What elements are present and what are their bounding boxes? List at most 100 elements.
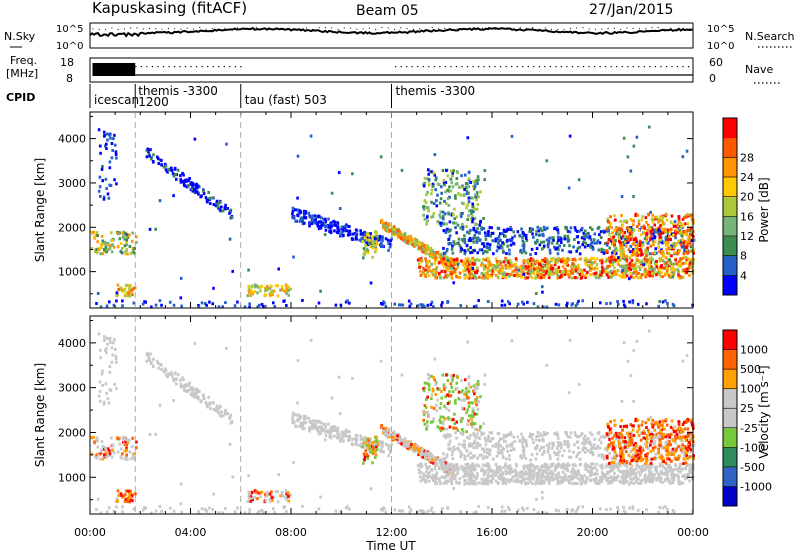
power-cell [619, 219, 622, 223]
power-cell [665, 218, 669, 222]
velocity-cell [475, 403, 478, 407]
power-cell [661, 231, 664, 235]
velocity-cell [419, 479, 423, 483]
power-cell [477, 258, 481, 262]
power-cell [126, 252, 129, 256]
power-cell [520, 251, 524, 255]
power-cell [455, 231, 458, 235]
velocity-cell [447, 408, 451, 412]
velocity-cell [597, 481, 601, 485]
velocity-cell [638, 466, 641, 470]
power-cell [649, 260, 652, 264]
velocity-cell [643, 478, 647, 482]
velocity-cell [461, 428, 464, 432]
power-cell [472, 262, 476, 266]
velocity-cell [528, 474, 532, 478]
power-cell [567, 186, 571, 190]
power-cell [624, 272, 627, 276]
power-cell [609, 226, 612, 230]
velocity-cell [584, 466, 588, 470]
power-cell [292, 255, 295, 259]
velocity-cell [249, 499, 252, 503]
power-cell [97, 128, 101, 132]
velocity-cell [470, 417, 473, 421]
velocity-cell [102, 453, 106, 457]
velocity-cell [371, 450, 374, 454]
power-cell [496, 236, 500, 240]
power-cell [609, 236, 613, 240]
velocity-cell [454, 426, 458, 430]
power-cell [531, 232, 534, 236]
velocity-cell [323, 430, 327, 434]
velocity-cell [135, 440, 138, 444]
power-cell [600, 271, 604, 275]
power-cell [333, 220, 337, 224]
power-cell [436, 220, 440, 224]
velocity-cell [110, 360, 114, 364]
velocity-cell [380, 424, 384, 428]
velocity-cell [97, 394, 101, 398]
power-cell [584, 256, 588, 260]
noise-search-point [123, 28, 125, 30]
velocity-cell [537, 476, 540, 480]
power-cell [630, 234, 634, 238]
power-cell [526, 300, 529, 304]
power-cell [301, 298, 304, 302]
power-cell [423, 274, 427, 278]
power-cell [570, 276, 574, 280]
velocity-cell [114, 357, 118, 361]
velocity-cell [366, 456, 370, 460]
power-cell [661, 220, 665, 224]
power-cell [439, 276, 442, 280]
power-cell [467, 200, 471, 204]
velocity-cell [272, 495, 276, 499]
velocity-cell [102, 334, 106, 338]
power-cell [427, 179, 431, 183]
power-cell [471, 205, 475, 209]
velocity-cell [475, 395, 479, 399]
power-cell [149, 305, 153, 309]
power-cell [437, 261, 441, 265]
power-cell [620, 275, 623, 279]
power-cell [221, 305, 224, 309]
velocity-cell [505, 478, 509, 482]
velocity-cell [157, 366, 161, 370]
power-cell [457, 237, 461, 241]
power-cell [319, 220, 323, 224]
power-cell [408, 240, 411, 244]
power-cell [443, 262, 446, 266]
velocity-cell [122, 494, 126, 498]
velocity-cell [500, 470, 504, 474]
power-cell [231, 269, 235, 273]
power-cell [434, 188, 438, 192]
power-cell [410, 237, 413, 241]
velocity-cell [386, 444, 390, 448]
power-cell [630, 231, 634, 235]
velocity-cell [374, 435, 378, 439]
velocity-cell [422, 452, 426, 456]
velocity-cell [430, 374, 433, 378]
power-cell [667, 246, 671, 250]
power-cell [221, 209, 225, 213]
power-cell [104, 242, 108, 246]
power-cell [435, 271, 438, 275]
power-cell [149, 157, 153, 161]
power-cell [427, 183, 431, 187]
power-cell [462, 193, 466, 197]
power-cell [516, 274, 520, 278]
power-cell [663, 266, 666, 270]
power-cell [309, 134, 313, 138]
noise-search-point [280, 27, 282, 29]
velocity-cell [363, 458, 366, 462]
power-cell [346, 299, 349, 303]
velocity-cell [409, 440, 412, 444]
power-cell [471, 258, 475, 262]
velocity-cell [369, 450, 372, 454]
noise-search-point [519, 27, 521, 29]
noise-search-point [664, 28, 666, 30]
nave-point [207, 66, 209, 68]
power-cell [400, 303, 403, 307]
velocity-cell [471, 407, 475, 411]
velocity-cell [486, 474, 490, 478]
power-cell [451, 185, 455, 189]
